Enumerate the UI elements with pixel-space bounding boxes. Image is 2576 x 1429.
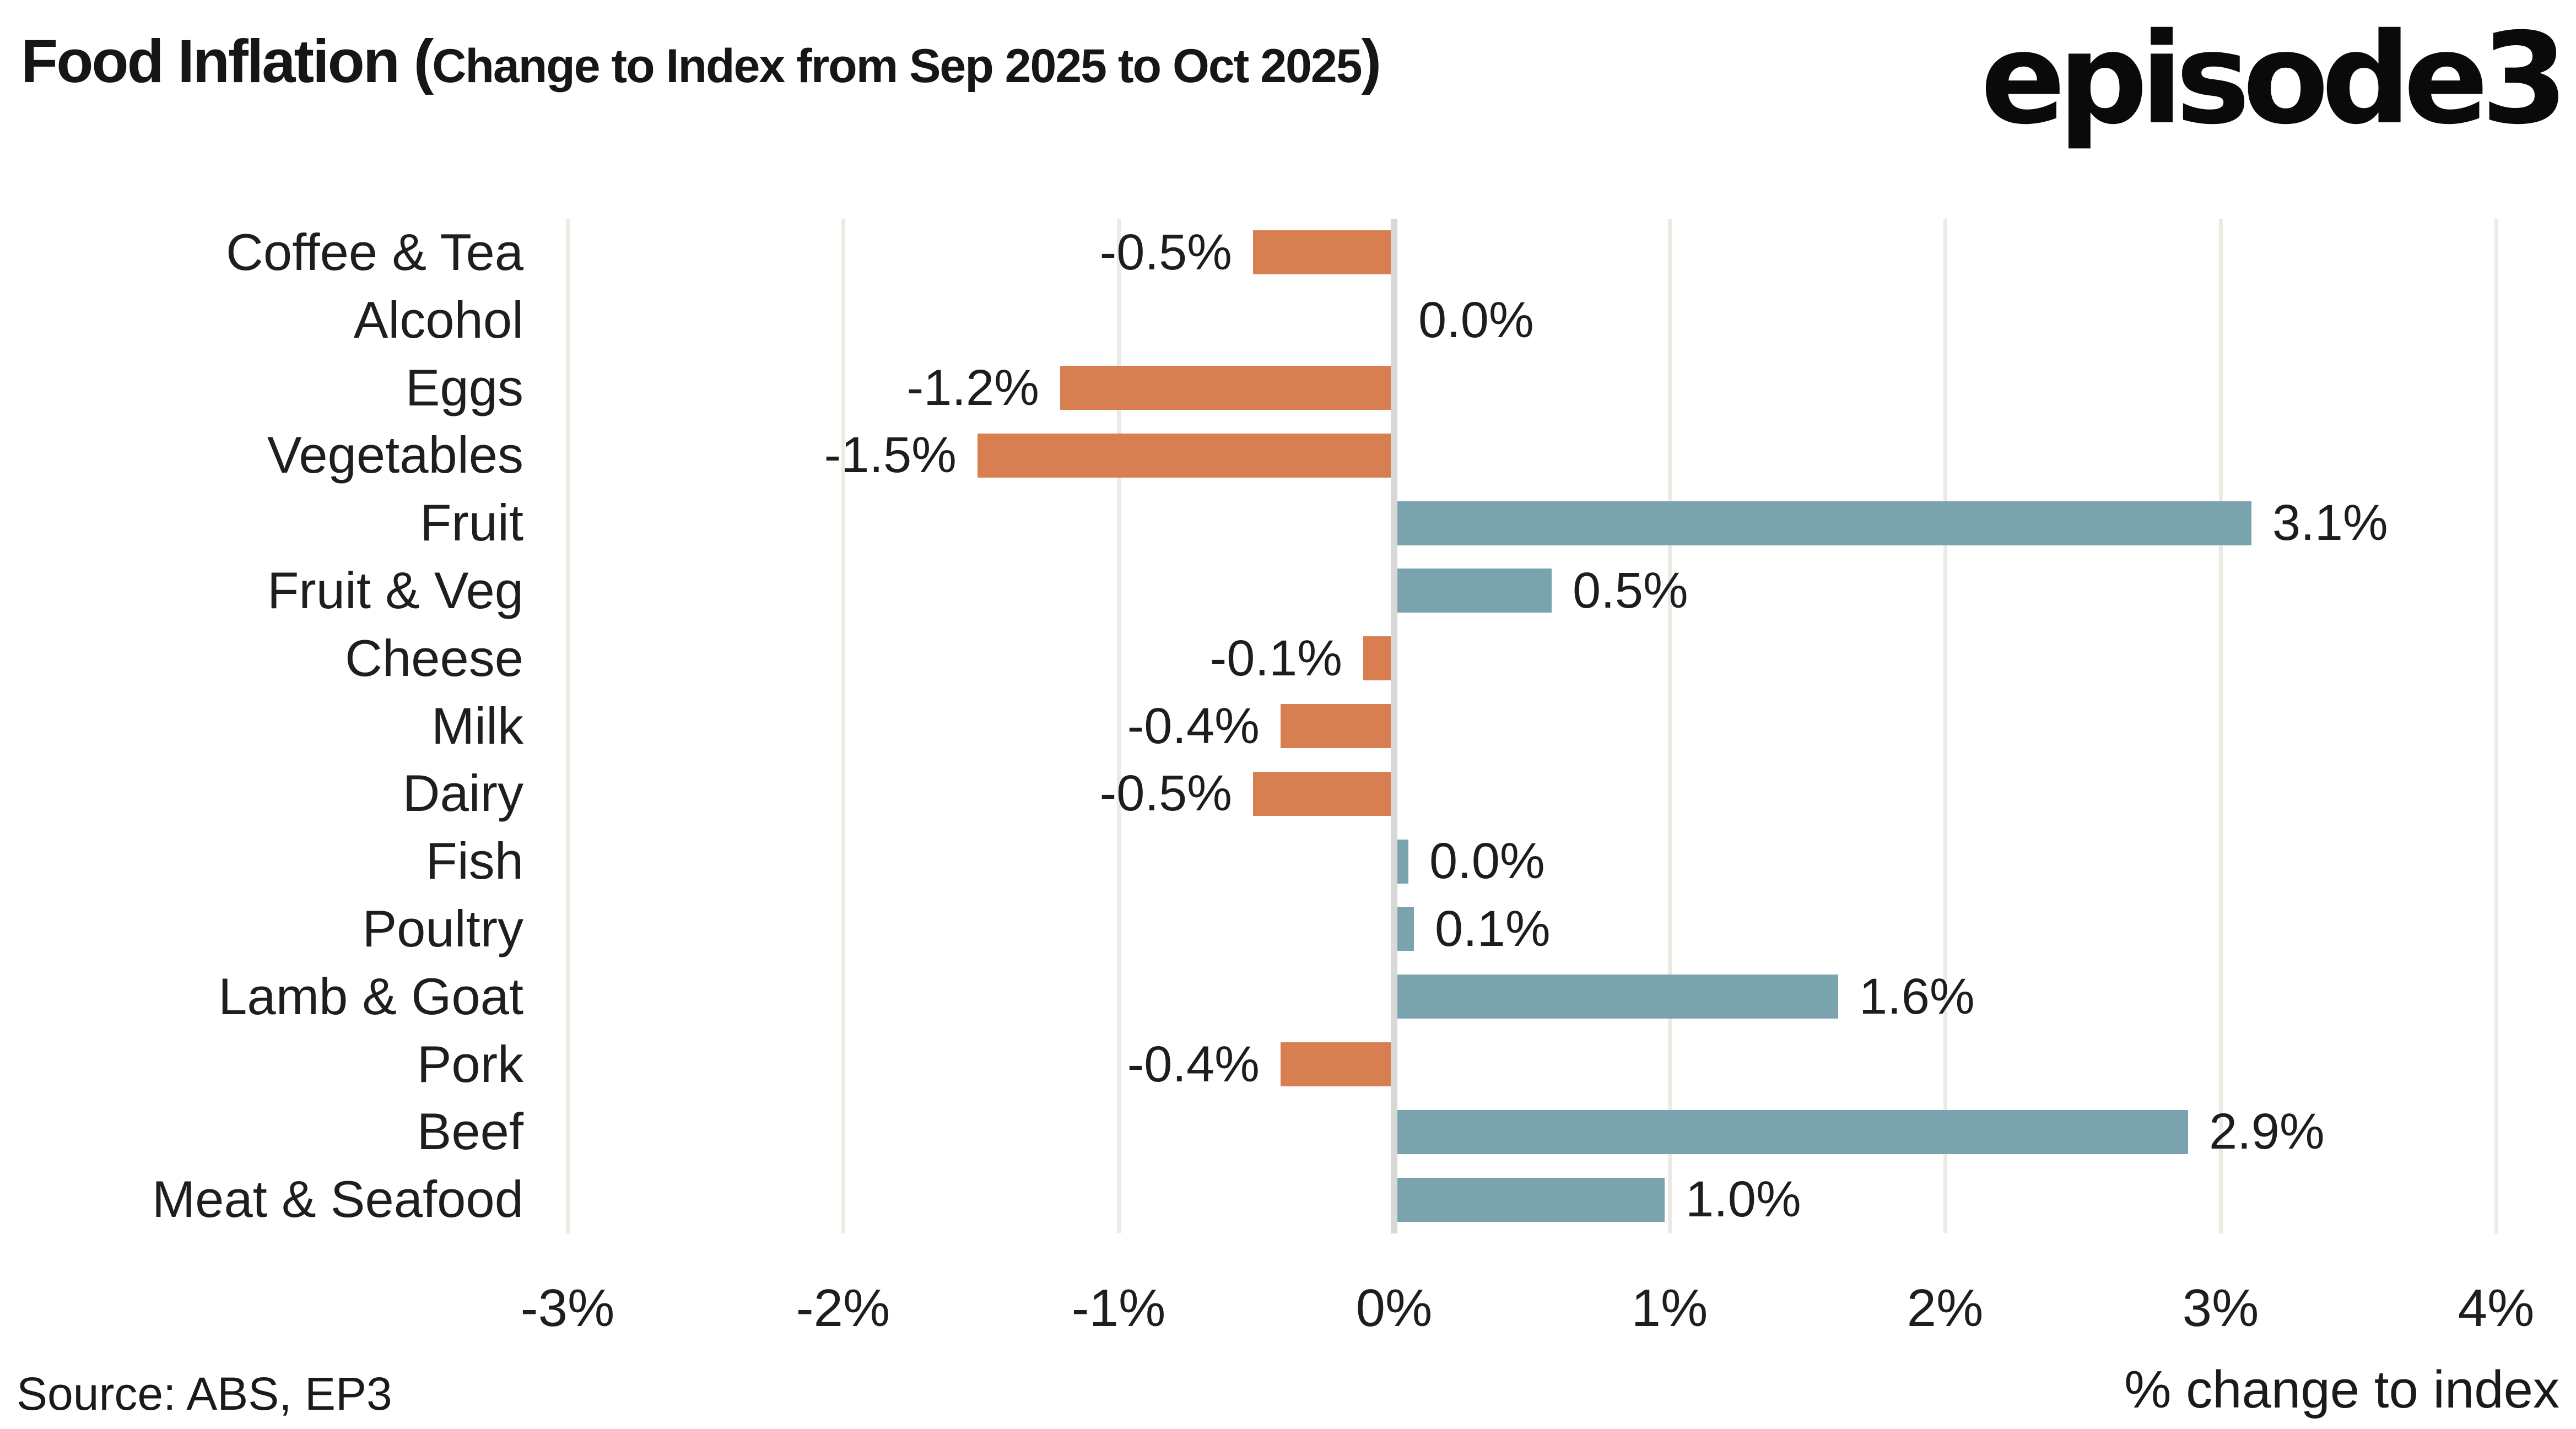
category-label: Alcohol bbox=[353, 290, 523, 349]
page-title: Food Inflation (Change to Index from Sep… bbox=[21, 26, 1382, 96]
value-label: 0.0% bbox=[1429, 833, 1545, 890]
bar-negative bbox=[978, 433, 1391, 478]
category-label: Fish bbox=[425, 832, 523, 890]
x-axis-caption: % change to index bbox=[2124, 1360, 2559, 1419]
x-tick-label: -2% bbox=[796, 1279, 890, 1338]
value-label: 1.6% bbox=[1859, 968, 1975, 1025]
bar-positive bbox=[1397, 1109, 2188, 1154]
gridline bbox=[565, 219, 570, 1233]
gridline bbox=[1116, 219, 1121, 1233]
category-label: Pork bbox=[417, 1035, 523, 1093]
source-note: Source: ABS, EP3 bbox=[17, 1368, 392, 1420]
category-label: Fruit & Veg bbox=[267, 561, 523, 619]
episode3-logo: episode3 bbox=[1980, 6, 2568, 152]
category-label: Cheese bbox=[345, 629, 523, 687]
category-label: Meat & Seafood bbox=[152, 1170, 523, 1228]
page-title-main: Food Inflation ( bbox=[21, 28, 434, 95]
value-label: -0.4% bbox=[1127, 697, 1260, 754]
value-label: -0.4% bbox=[1127, 1036, 1260, 1092]
gridline bbox=[1667, 219, 1672, 1233]
bar-negative bbox=[1060, 366, 1391, 410]
value-label: -0.5% bbox=[1099, 765, 1232, 822]
bar-positive bbox=[1397, 907, 1414, 951]
x-tick-label: 4% bbox=[2458, 1279, 2535, 1338]
category-label: Coffee & Tea bbox=[225, 223, 523, 281]
value-label: 0.5% bbox=[1573, 562, 1688, 619]
page-title-sub: Change to Index from Sep 2025 to Oct 202… bbox=[432, 40, 1362, 93]
bar-positive bbox=[1397, 569, 1552, 613]
category-label: Poultry bbox=[362, 900, 523, 957]
value-label: 1.0% bbox=[1686, 1171, 1801, 1228]
gridline bbox=[1943, 219, 1947, 1233]
value-label: 0.1% bbox=[1435, 901, 1551, 957]
bar-positive bbox=[1397, 839, 1408, 884]
bar-negative bbox=[1253, 771, 1391, 816]
x-tick-label: 1% bbox=[1631, 1279, 1708, 1338]
page-title-close-paren: ) bbox=[1361, 28, 1382, 95]
gridline bbox=[841, 219, 845, 1233]
x-tick-label: 0% bbox=[1355, 1279, 1433, 1338]
value-label: 3.1% bbox=[2272, 495, 2388, 551]
category-label: Eggs bbox=[405, 358, 523, 416]
category-label: Beef bbox=[417, 1102, 523, 1161]
bar-negative bbox=[1363, 636, 1391, 681]
value-label: -0.1% bbox=[1209, 630, 1342, 686]
value-label: 0.0% bbox=[1418, 291, 1534, 348]
gridline bbox=[2218, 219, 2223, 1233]
bar-positive bbox=[1397, 1177, 1665, 1222]
x-tick-label: -1% bbox=[1071, 1279, 1166, 1338]
bar-negative bbox=[1281, 704, 1391, 748]
bar-positive bbox=[1397, 501, 2251, 545]
category-label: Lamb & Goat bbox=[218, 967, 523, 1025]
value-label: -1.2% bbox=[906, 359, 1039, 416]
category-axis: Coffee & Tea Alcohol Eggs Vegetables Fruit Fr… bbox=[0, 219, 523, 1233]
plot-area: -0.5% 0.0% -1.2% -1.5% 3.1% 0.5% -0.1% -0.4% -0.… bbox=[562, 219, 2513, 1233]
bar-negative bbox=[1281, 1042, 1391, 1086]
category-label: Dairy bbox=[402, 764, 523, 822]
gridline bbox=[2494, 219, 2498, 1233]
value-label: -0.5% bbox=[1099, 224, 1232, 280]
category-label: Milk bbox=[431, 696, 523, 755]
value-label: -1.5% bbox=[824, 427, 957, 484]
x-tick-label: -3% bbox=[520, 1279, 615, 1338]
value-label: 2.9% bbox=[2209, 1103, 2325, 1160]
bar-positive bbox=[1397, 975, 1838, 1019]
category-label: Fruit bbox=[420, 494, 523, 552]
x-tick-label: 3% bbox=[2182, 1279, 2259, 1338]
category-label: Vegetables bbox=[267, 426, 523, 484]
bar-negative bbox=[1253, 230, 1391, 275]
zero-axis-line bbox=[1391, 219, 1397, 1233]
x-tick-label: 2% bbox=[1907, 1279, 1984, 1338]
